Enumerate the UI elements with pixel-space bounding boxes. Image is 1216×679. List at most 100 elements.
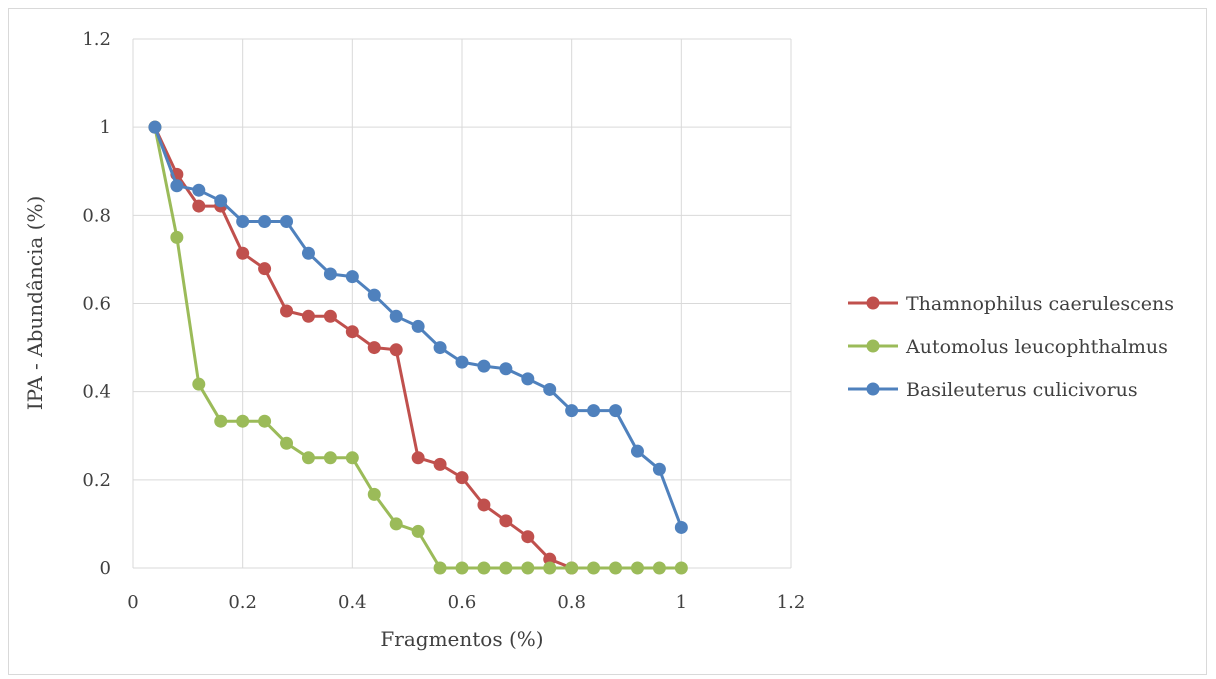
data-point [280, 304, 294, 318]
data-point [455, 471, 469, 485]
data-point [236, 246, 250, 260]
data-point [323, 309, 337, 323]
y-tick-label: 0.2 [82, 470, 111, 491]
x-tick-label: 0.6 [448, 592, 477, 613]
data-point [148, 120, 162, 134]
x-tick-label: 0 [127, 592, 138, 613]
data-point [565, 404, 579, 418]
series-0 [148, 120, 579, 575]
x-tick-label: 1 [676, 592, 687, 613]
data-point [630, 561, 644, 575]
data-point [411, 524, 425, 538]
data-point [433, 341, 447, 355]
legend-item: Automolus leucophthalmus [848, 336, 1168, 358]
x-tick-label: 0.4 [338, 592, 367, 613]
x-tick-label: 0.2 [228, 592, 257, 613]
data-point [521, 530, 535, 544]
data-point [367, 341, 381, 355]
data-point [674, 561, 688, 575]
data-point [587, 561, 601, 575]
data-point [389, 517, 403, 531]
data-point [674, 520, 688, 534]
y-tick-labels: 0 0.2 0.4 0.6 0.8 1 1.2 [82, 29, 111, 579]
data-point [389, 309, 403, 323]
data-point [258, 262, 272, 276]
data-point [214, 414, 228, 428]
data-point [433, 457, 447, 471]
gridlines [132, 38, 792, 569]
data-point [280, 215, 294, 229]
data-point [236, 215, 250, 229]
legend-label: Basileuterus culicivorus [906, 379, 1138, 401]
data-point [411, 451, 425, 465]
data-point [652, 462, 666, 476]
series-line [153, 126, 573, 570]
data-point [609, 561, 623, 575]
x-axis-title: Fragmentos (%) [380, 627, 543, 651]
data-point [543, 561, 557, 575]
data-point [477, 359, 491, 373]
data-point [192, 183, 206, 197]
series-group [148, 120, 688, 575]
legend-item: Basileuterus culicivorus [848, 379, 1138, 401]
legend-label: Thamnophilus caerulescens [906, 293, 1174, 315]
data-point [411, 319, 425, 333]
data-point [477, 498, 491, 512]
x-tick-labels: 0 0.2 0.4 0.6 0.8 1 1.2 [127, 592, 805, 613]
y-axis-title: IPA - Abundância (%) [23, 196, 47, 411]
data-point [499, 362, 513, 376]
data-point [521, 372, 535, 386]
data-point [587, 404, 601, 418]
series-line [153, 126, 682, 570]
data-point [433, 561, 447, 575]
data-point [455, 561, 469, 575]
data-point [455, 355, 469, 369]
x-tick-label: 1.2 [777, 592, 806, 613]
data-point [389, 343, 403, 357]
data-point [258, 414, 272, 428]
legend-label: Automolus leucophthalmus [905, 336, 1168, 358]
data-point [192, 199, 206, 213]
data-point [323, 451, 337, 465]
data-point [521, 561, 535, 575]
legend-marker [866, 296, 880, 310]
data-point [301, 309, 315, 323]
legend-marker [866, 382, 880, 396]
data-point [323, 267, 337, 281]
data-point [345, 270, 359, 284]
y-tick-label: 1 [100, 117, 111, 138]
data-point [477, 561, 491, 575]
y-tick-label: 0.8 [82, 205, 111, 226]
data-point [345, 451, 359, 465]
data-point [367, 288, 381, 302]
data-point [543, 382, 557, 396]
data-point [367, 487, 381, 501]
y-tick-label: 0.4 [82, 382, 111, 403]
legend-marker [866, 339, 880, 353]
series-1 [148, 120, 688, 575]
data-point [565, 561, 579, 575]
y-tick-label: 0.6 [82, 294, 111, 315]
data-point [280, 436, 294, 450]
data-point [630, 444, 644, 458]
legend-item: Thamnophilus caerulescens [848, 293, 1174, 315]
data-point [499, 514, 513, 528]
x-tick-label: 0.8 [557, 592, 586, 613]
y-tick-label: 1.2 [82, 29, 111, 50]
data-point [214, 194, 228, 208]
y-tick-label: 0 [100, 558, 111, 579]
data-point [170, 179, 184, 193]
legend: Thamnophilus caerulescens Automolus leuco… [848, 293, 1174, 401]
data-point [345, 325, 359, 339]
data-point [192, 377, 206, 391]
series-2 [148, 120, 688, 534]
data-point [609, 404, 623, 418]
data-point [301, 246, 315, 260]
data-point [652, 561, 666, 575]
data-point [236, 414, 250, 428]
chart-frame [8, 8, 1207, 675]
data-point [499, 561, 513, 575]
data-point [258, 215, 272, 229]
data-point [170, 230, 184, 244]
